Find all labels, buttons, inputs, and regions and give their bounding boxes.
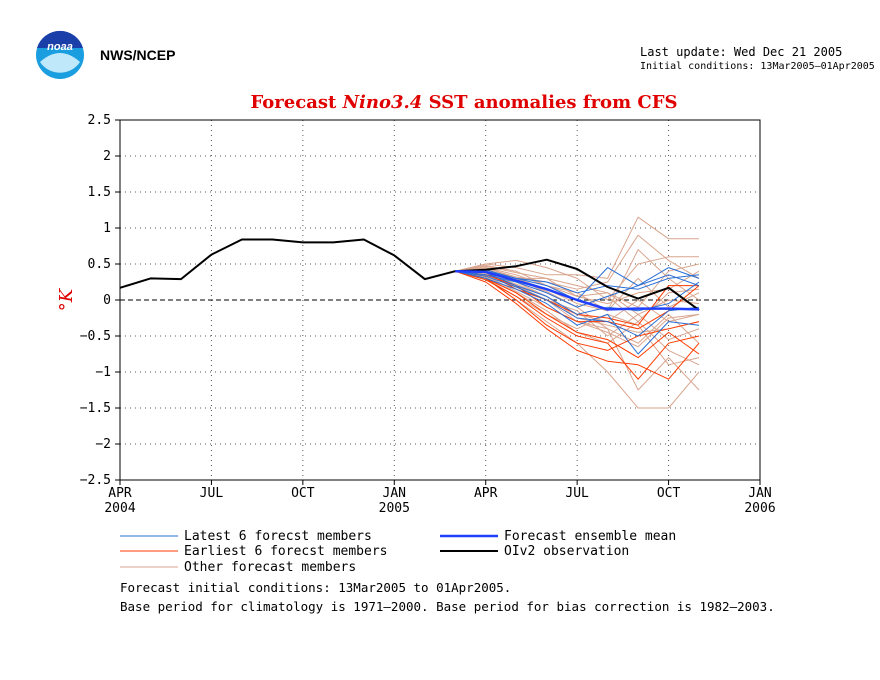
legend-latest: Latest 6 forecst members: [184, 529, 372, 544]
y-tick-label: −1.5: [80, 401, 111, 416]
legend-mean: Forecast ensemble mean: [504, 529, 676, 544]
footer-line-2: Base period for climatology is 1971–2000…: [120, 599, 775, 614]
y-ticks: 2.5 2 1.5 1 0.5 0 −0.5 −1 −1.5 −2 −2.5: [80, 113, 120, 488]
y-tick-label: −0.5: [80, 329, 111, 344]
grid: [120, 120, 760, 480]
x-tick-label: APR: [474, 486, 498, 501]
y-tick-label: −2.5: [80, 473, 111, 488]
x-tick-label: JAN: [748, 486, 771, 501]
y-tick-label: 2.5: [88, 113, 111, 128]
y-tick-label: 2: [103, 149, 111, 164]
ensemble-mean-group: [455, 269, 700, 311]
y-tick-label: −1: [95, 365, 111, 380]
initial-conditions-header: Initial conditions: 13Mar2005–01Apr2005: [640, 61, 875, 72]
ensemble-mean-line: [455, 269, 700, 311]
legend: Latest 6 forecst members Earliest 6 fore…: [120, 529, 676, 575]
title-prefix: Forecast: [251, 92, 337, 113]
x-tick-year: 2004: [104, 501, 135, 516]
x-tick-label: JUL: [200, 486, 224, 501]
latest-member-line: [455, 269, 700, 294]
x-tick-label: APR: [108, 486, 132, 501]
noaa-logo: noaa: [36, 30, 84, 79]
latest-member-line: [455, 270, 700, 337]
footer-line-1: Forecast initial conditions: 13Mar2005 t…: [120, 580, 511, 595]
earliest-member-line: [455, 270, 700, 380]
y-tick-label: 1.5: [88, 185, 111, 200]
y-tick-label: −2: [95, 437, 111, 452]
legend-earliest: Earliest 6 forecst members: [184, 544, 388, 559]
other-member-line: [455, 216, 699, 279]
x-tick-label: OCT: [657, 486, 681, 501]
x-tick-label: JUL: [565, 486, 589, 501]
latest-members-group: [455, 267, 700, 355]
title-italic: Nino3.4: [342, 92, 423, 113]
x-tick-label: OCT: [291, 486, 315, 501]
y-tick-label: 0.5: [88, 257, 111, 272]
earliest-member-line: [455, 270, 700, 359]
other-member-line: [455, 270, 700, 409]
y-tick-label: 1: [103, 221, 111, 236]
latest-member-line: [455, 270, 700, 355]
latest-member-line: [455, 270, 700, 315]
x-tick-label: JAN: [383, 486, 406, 501]
legend-other: Other forecast members: [184, 560, 356, 575]
y-tick-label: 0: [103, 293, 111, 308]
x-tick-year: 2005: [379, 501, 410, 516]
other-member-line: [455, 234, 700, 290]
other-member-line: [455, 256, 699, 301]
y-axis-label: °K: [56, 287, 77, 311]
logo-text: noaa: [47, 41, 73, 53]
earliest-member-line: [455, 270, 700, 380]
observation-group: [119, 238, 700, 311]
chart-title: Forecast Nino3.4 SST anomalies from CFS: [251, 92, 678, 113]
title-suffix: SST anomalies from CFS: [429, 92, 678, 113]
last-update: Last update: Wed Dec 21 2005: [640, 45, 842, 59]
org-label: NWS/NCEP: [100, 47, 175, 63]
legend-obs: OIv2 observation: [504, 544, 629, 559]
x-tick-year: 2006: [744, 501, 775, 516]
observation-line: [119, 238, 700, 311]
other-member-line: [455, 270, 700, 366]
